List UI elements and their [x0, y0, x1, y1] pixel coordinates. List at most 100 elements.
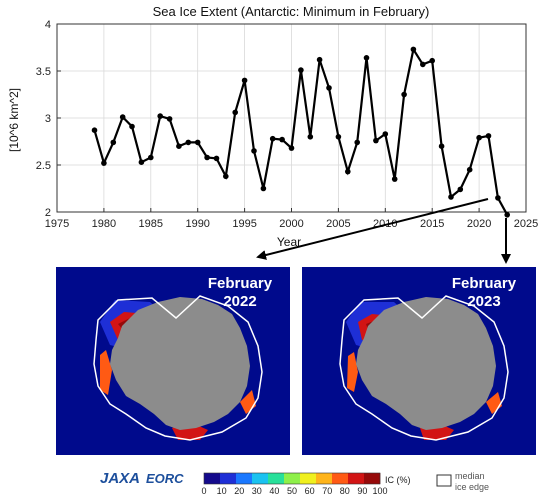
data-point	[213, 155, 220, 162]
map-2022: February 2022	[56, 267, 290, 455]
map-title-year: 2022	[223, 293, 256, 310]
data-point	[138, 159, 145, 165]
colorbar-segment	[332, 473, 349, 484]
logo-jaxa: JAXA	[100, 470, 140, 487]
colorbar-segment	[316, 473, 333, 484]
colorbar-tick-label: 30	[252, 486, 262, 496]
x-tick-label: 2000	[279, 218, 303, 230]
data-point	[176, 143, 182, 149]
data-point	[307, 134, 314, 140]
colorbar-frame	[203, 472, 381, 485]
data-point	[251, 148, 257, 154]
colorbar-segment	[268, 473, 285, 484]
colorbar-tick-label: 100	[372, 486, 387, 496]
data-point	[194, 139, 201, 146]
x-tick-label: 2015	[420, 218, 444, 230]
data-point	[457, 186, 464, 193]
colorbar-tick-label: 0	[201, 486, 206, 496]
data-point	[391, 176, 398, 182]
data-point	[382, 131, 389, 137]
colorbar-segment	[236, 473, 253, 484]
colorbar-tick-label: 10	[217, 486, 227, 496]
map-2023: February 2023	[302, 267, 536, 455]
colorbar-tick-label: 60	[305, 486, 315, 496]
data-point	[429, 57, 436, 64]
data-point	[279, 136, 285, 143]
data-point	[438, 143, 445, 149]
median-legend: median ice edge	[436, 471, 489, 492]
data-point	[504, 212, 511, 218]
colorbar-tick-label: 90	[357, 486, 367, 496]
x-tick-label: 1975	[45, 218, 69, 230]
data-point	[326, 85, 332, 91]
series-points	[91, 46, 511, 218]
data-point	[410, 46, 417, 53]
data-point	[466, 166, 473, 173]
antarctica-land	[110, 297, 250, 430]
map-title-month: February	[208, 275, 273, 292]
median-legend-swatch	[436, 474, 452, 487]
colorbar-unit: IC (%)	[385, 475, 411, 485]
logo-eorc: EORC	[146, 471, 184, 486]
y-tick-label: 3.5	[36, 66, 51, 78]
jaxa-eorc-logo: JAXA EORC	[100, 470, 184, 487]
sea-ice-west	[347, 352, 358, 392]
data-point	[223, 173, 229, 180]
data-point	[232, 109, 238, 116]
y-tick-label: 4	[45, 19, 51, 31]
y-tick-label: 2.5	[36, 160, 51, 172]
map-title-year: 2023	[467, 293, 500, 310]
arrow-to-2022	[256, 198, 489, 260]
x-tick-label: 2020	[467, 218, 491, 230]
median-ice-edge	[93, 295, 263, 441]
median-legend-label-2: ice edge	[455, 482, 489, 492]
colorbar-segment	[220, 473, 237, 484]
colorbar-segment	[252, 473, 269, 484]
data-point	[448, 194, 454, 200]
data-point	[241, 77, 248, 84]
data-point	[373, 137, 379, 144]
colorbar: 0 10 20 30 40 50 60 70 80 90 100 IC (%)	[201, 472, 411, 496]
sea-ice-west	[100, 350, 112, 395]
grid	[57, 24, 526, 212]
chart-title: Sea Ice Extent (Antarctic: Minimum in Fe…	[153, 4, 430, 19]
data-point	[288, 145, 295, 151]
colorbar-segment	[204, 473, 221, 484]
line-chart: 1975198019851990199520002005201020152020…	[36, 19, 539, 230]
data-point	[166, 116, 173, 122]
data-point	[101, 160, 107, 166]
data-point	[476, 134, 482, 141]
colorbar-tick-label: 20	[234, 486, 244, 496]
colorbar-tick-label: 50	[287, 486, 297, 496]
data-point	[316, 56, 323, 63]
data-point	[401, 91, 407, 98]
colorbar-tick-label: 40	[269, 486, 279, 496]
data-point	[148, 154, 154, 161]
colorbar-segment	[300, 473, 317, 484]
data-point	[110, 139, 117, 146]
x-axis: 1975198019851990199520002005201020152020…	[45, 208, 538, 230]
x-tick-label: 1980	[92, 218, 116, 230]
y-axis-label: [10^6 km^2]	[7, 88, 21, 152]
y-tick-label: 3	[45, 113, 51, 125]
data-point	[91, 127, 98, 133]
map-title-month: February	[452, 275, 517, 292]
data-point	[157, 113, 163, 119]
data-point	[354, 139, 361, 146]
colorbar-tick-label: 70	[322, 486, 332, 496]
data-point	[185, 139, 192, 146]
median-ice-edge	[339, 295, 509, 441]
data-point	[485, 133, 492, 139]
data-point	[260, 185, 267, 192]
data-point	[363, 55, 370, 61]
series-line	[93, 46, 509, 216]
x-tick-label: 2005	[326, 218, 350, 230]
x-tick-label: 1995	[232, 218, 256, 230]
data-point	[129, 123, 135, 130]
colorbar-segment	[364, 473, 381, 484]
data-point	[119, 114, 126, 120]
x-axis-label: Year	[277, 235, 301, 249]
colorbar-segment	[348, 473, 365, 484]
data-point	[420, 61, 426, 68]
